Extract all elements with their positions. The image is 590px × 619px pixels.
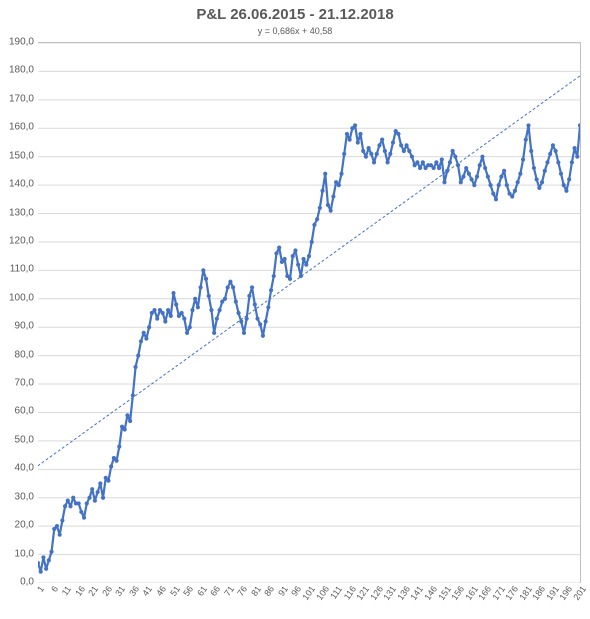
y-tick-label: 40,0	[2, 463, 34, 474]
pnl-chart: P&L 26.06.2015 - 21.12.2018 y = 0,686x +…	[0, 0, 590, 619]
x-tick-label: 16	[73, 584, 87, 598]
x-tick-label: 6	[49, 584, 60, 594]
plot-svg	[38, 43, 580, 583]
y-tick-label: 120,0	[2, 235, 34, 246]
y-tick-label: 80,0	[2, 349, 34, 360]
y-tick-label: 60,0	[2, 406, 34, 417]
x-tick-label: 26	[100, 584, 114, 598]
y-tick-label: 50,0	[2, 434, 34, 445]
chart-subtitle: y = 0,686x + 40,58	[0, 26, 590, 36]
x-tick-label: 76	[236, 584, 250, 598]
x-tick-label: 201	[571, 584, 588, 602]
y-tick-label: 100,0	[2, 292, 34, 303]
x-tick-label: 86	[263, 584, 277, 598]
y-tick-label: 70,0	[2, 378, 34, 389]
plot-area	[38, 42, 581, 583]
x-tick-label: 121	[355, 584, 372, 602]
y-tick-label: 30,0	[2, 491, 34, 502]
x-tick-label: 41	[141, 584, 155, 598]
x-tick-label: 146	[422, 584, 439, 602]
x-tick-label: 51	[168, 584, 182, 598]
y-tick-label: 140,0	[2, 179, 34, 190]
y-tick-label: 90,0	[2, 321, 34, 332]
x-tick-label: 71	[222, 584, 236, 598]
x-tick-label: 156	[449, 584, 466, 602]
x-tick-label: 131	[382, 584, 399, 602]
x-tick-label: 31	[114, 584, 128, 598]
x-tick-label: 81	[249, 584, 263, 598]
y-tick-label: 190,0	[2, 37, 34, 48]
y-tick-label: 20,0	[2, 520, 34, 531]
x-tick-label: 111	[328, 584, 344, 601]
y-tick-label: 130,0	[2, 207, 34, 218]
y-tick-label: 170,0	[2, 93, 34, 104]
y-tick-label: 0,0	[2, 577, 34, 588]
x-tick-label: 46	[154, 584, 168, 598]
y-tick-label: 150,0	[2, 150, 34, 161]
chart-title: P&L 26.06.2015 - 21.12.2018	[0, 6, 590, 23]
x-tick-label: 1	[35, 584, 46, 594]
x-tick-label: 176	[504, 584, 521, 602]
y-tick-label: 110,0	[2, 264, 34, 275]
x-tick-label: 91	[276, 584, 290, 598]
x-tick-label: 166	[477, 584, 494, 602]
x-tick-label: 61	[195, 584, 209, 598]
x-tick-label: 36	[127, 584, 141, 598]
x-tick-label: 101	[300, 584, 317, 602]
x-tick-label: 11	[60, 584, 74, 597]
x-tick-label: 66	[208, 584, 222, 598]
y-tick-label: 10,0	[2, 548, 34, 559]
y-tick-label: 160,0	[2, 122, 34, 133]
x-tick-label: 21	[86, 584, 100, 598]
y-tick-label: 180,0	[2, 65, 34, 76]
x-tick-label: 56	[181, 584, 195, 598]
